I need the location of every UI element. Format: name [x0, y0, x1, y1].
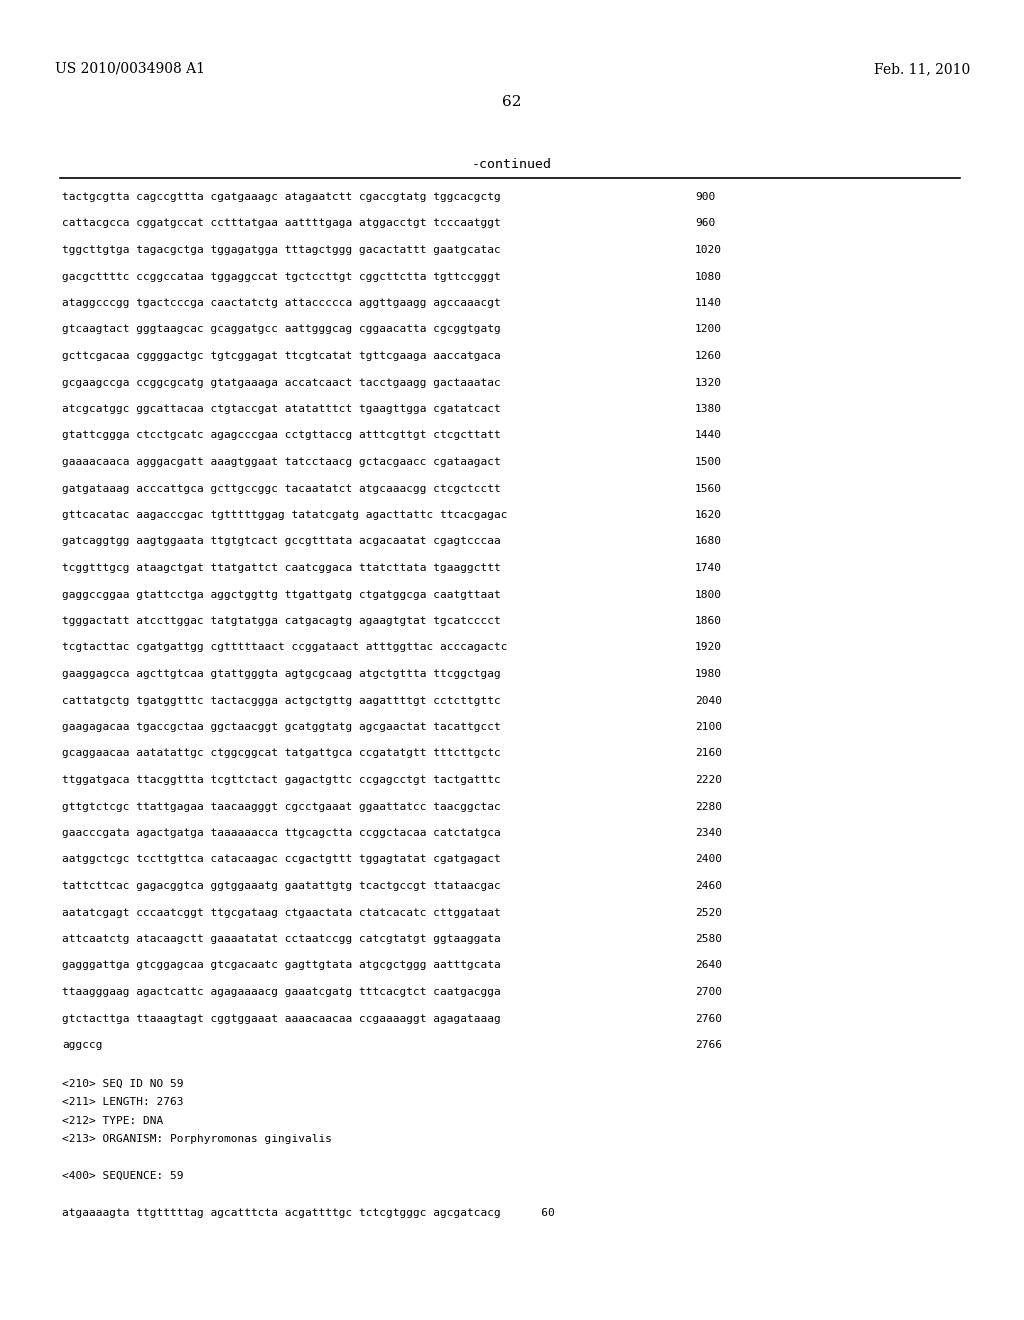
Text: -continued: -continued — [472, 158, 552, 172]
Text: 2400: 2400 — [695, 854, 722, 865]
Text: tcggtttgcg ataagctgat ttatgattct caatcggaca ttatcttata tgaaggcttt: tcggtttgcg ataagctgat ttatgattct caatcgg… — [62, 564, 501, 573]
Text: gaaggagcca agcttgtcaa gtattgggta agtgcgcaag atgctgttta ttcggctgag: gaaggagcca agcttgtcaa gtattgggta agtgcgc… — [62, 669, 501, 678]
Text: US 2010/0034908 A1: US 2010/0034908 A1 — [55, 62, 205, 77]
Text: <400> SEQUENCE: 59: <400> SEQUENCE: 59 — [62, 1171, 183, 1181]
Text: aatatcgagt cccaatcggt ttgcgataag ctgaactata ctatcacatc cttggataat: aatatcgagt cccaatcggt ttgcgataag ctgaact… — [62, 908, 501, 917]
Text: gagggattga gtcggagcaa gtcgacaatc gagttgtata atgcgctggg aatttgcata: gagggattga gtcggagcaa gtcgacaatc gagttgt… — [62, 961, 501, 970]
Text: aatggctcgc tccttgttca catacaagac ccgactgttt tggagtatat cgatgagact: aatggctcgc tccttgttca catacaagac ccgactg… — [62, 854, 501, 865]
Text: tactgcgtta cagccgttta cgatgaaagc atagaatctt cgaccgtatg tggcacgctg: tactgcgtta cagccgttta cgatgaaagc atagaat… — [62, 191, 501, 202]
Text: <213> ORGANISM: Porphyromonas gingivalis: <213> ORGANISM: Porphyromonas gingivalis — [62, 1134, 332, 1144]
Text: 1560: 1560 — [695, 483, 722, 494]
Text: 2760: 2760 — [695, 1014, 722, 1023]
Text: ttaagggaag agactcattc agagaaaacg gaaatcgatg tttcacgtct caatgacgga: ttaagggaag agactcattc agagaaaacg gaaatcg… — [62, 987, 501, 997]
Text: aggccg: aggccg — [62, 1040, 102, 1049]
Text: <212> TYPE: DNA: <212> TYPE: DNA — [62, 1115, 163, 1126]
Text: 1500: 1500 — [695, 457, 722, 467]
Text: 1980: 1980 — [695, 669, 722, 678]
Text: gcgaagccga ccggcgcatg gtatgaaaga accatcaact tacctgaagg gactaaatac: gcgaagccga ccggcgcatg gtatgaaaga accatca… — [62, 378, 501, 388]
Text: tattcttcac gagacggtca ggtggaaatg gaatattgtg tcactgccgt ttataacgac: tattcttcac gagacggtca ggtggaaatg gaatatt… — [62, 880, 501, 891]
Text: 1020: 1020 — [695, 246, 722, 255]
Text: 1260: 1260 — [695, 351, 722, 360]
Text: 1620: 1620 — [695, 510, 722, 520]
Text: <211> LENGTH: 2763: <211> LENGTH: 2763 — [62, 1097, 183, 1107]
Text: gttcacatac aagacccgac tgtttttggag tatatcgatg agacttattc ttcacgagac: gttcacatac aagacccgac tgtttttggag tatatc… — [62, 510, 508, 520]
Text: gatcaggtgg aagtggaata ttgtgtcact gccgtttata acgacaatat cgagtcccaa: gatcaggtgg aagtggaata ttgtgtcact gccgttt… — [62, 536, 501, 546]
Text: 1740: 1740 — [695, 564, 722, 573]
Text: 1440: 1440 — [695, 430, 722, 441]
Text: 1140: 1140 — [695, 298, 722, 308]
Text: attcaatctg atacaagctt gaaaatatat cctaatccgg catcgtatgt ggtaaggata: attcaatctg atacaagctt gaaaatatat cctaatc… — [62, 935, 501, 944]
Text: cattatgctg tgatggtttc tactacggga actgctgttg aagattttgt cctcttgttc: cattatgctg tgatggtttc tactacggga actgctg… — [62, 696, 501, 705]
Text: 1680: 1680 — [695, 536, 722, 546]
Text: 2640: 2640 — [695, 961, 722, 970]
Text: 2766: 2766 — [695, 1040, 722, 1049]
Text: gatgataaag acccattgca gcttgccggc tacaatatct atgcaaacgg ctcgctcctt: gatgataaag acccattgca gcttgccggc tacaata… — [62, 483, 501, 494]
Text: 2700: 2700 — [695, 987, 722, 997]
Text: gttgtctcgc ttattgagaa taacaagggt cgcctgaaat ggaattatcc taacggctac: gttgtctcgc ttattgagaa taacaagggt cgcctga… — [62, 801, 501, 812]
Text: atcgcatggc ggcattacaa ctgtaccgat atatatttct tgaagttgga cgatatcact: atcgcatggc ggcattacaa ctgtaccgat atatatt… — [62, 404, 501, 414]
Text: gtctacttga ttaaagtagt cggtggaaat aaaacaacaa ccgaaaaggt agagataaag: gtctacttga ttaaagtagt cggtggaaat aaaacaa… — [62, 1014, 501, 1023]
Text: cattacgcca cggatgccat cctttatgaa aattttgaga atggacctgt tcccaatggt: cattacgcca cggatgccat cctttatgaa aattttg… — [62, 219, 501, 228]
Text: 1080: 1080 — [695, 272, 722, 281]
Text: 1200: 1200 — [695, 325, 722, 334]
Text: gcttcgacaa cggggactgc tgtcggagat ttcgtcatat tgttcgaaga aaccatgaca: gcttcgacaa cggggactgc tgtcggagat ttcgtca… — [62, 351, 501, 360]
Text: 900: 900 — [695, 191, 715, 202]
Text: 2040: 2040 — [695, 696, 722, 705]
Text: 2280: 2280 — [695, 801, 722, 812]
Text: gcaggaacaa aatatattgc ctggcggcat tatgattgca ccgatatgtt tttcttgctc: gcaggaacaa aatatattgc ctggcggcat tatgatt… — [62, 748, 501, 759]
Text: 2460: 2460 — [695, 880, 722, 891]
Text: gaggccggaa gtattcctga aggctggttg ttgattgatg ctgatggcga caatgttaat: gaggccggaa gtattcctga aggctggttg ttgattg… — [62, 590, 501, 599]
Text: 2520: 2520 — [695, 908, 722, 917]
Text: 1860: 1860 — [695, 616, 722, 626]
Text: 1800: 1800 — [695, 590, 722, 599]
Text: ttggatgaca ttacggttta tcgttctact gagactgttc ccgagcctgt tactgatttc: ttggatgaca ttacggttta tcgttctact gagactg… — [62, 775, 501, 785]
Text: 62: 62 — [502, 95, 522, 110]
Text: 960: 960 — [695, 219, 715, 228]
Text: gtattcggga ctcctgcatc agagcccgaa cctgttaccg atttcgttgt ctcgcttatt: gtattcggga ctcctgcatc agagcccgaa cctgtta… — [62, 430, 501, 441]
Text: gacgcttttc ccggccataa tggaggccat tgctccttgt cggcttctta tgttccgggt: gacgcttttc ccggccataa tggaggccat tgctcct… — [62, 272, 501, 281]
Text: 2340: 2340 — [695, 828, 722, 838]
Text: gaaaacaaca agggacgatt aaagtggaat tatcctaacg gctacgaacc cgataagact: gaaaacaaca agggacgatt aaagtggaat tatccta… — [62, 457, 501, 467]
Text: tgggactatt atccttggac tatgtatgga catgacagtg agaagtgtat tgcatcccct: tgggactatt atccttggac tatgtatgga catgaca… — [62, 616, 501, 626]
Text: ataggcccgg tgactcccga caactatctg attaccccca aggttgaagg agccaaacgt: ataggcccgg tgactcccga caactatctg attaccc… — [62, 298, 501, 308]
Text: gtcaagtact gggtaagcac gcaggatgcc aattgggcag cggaacatta cgcggtgatg: gtcaagtact gggtaagcac gcaggatgcc aattggg… — [62, 325, 501, 334]
Text: gaagagacaa tgaccgctaa ggctaacggt gcatggtatg agcgaactat tacattgcct: gaagagacaa tgaccgctaa ggctaacggt gcatggt… — [62, 722, 501, 733]
Text: tcgtacttac cgatgattgg cgtttttaact ccggataact atttggttac acccagactc: tcgtacttac cgatgattgg cgtttttaact ccggat… — [62, 643, 508, 652]
Text: <210> SEQ ID NO 59: <210> SEQ ID NO 59 — [62, 1078, 183, 1089]
Text: Feb. 11, 2010: Feb. 11, 2010 — [873, 62, 970, 77]
Text: tggcttgtga tagacgctga tggagatgga tttagctggg gacactattt gaatgcatac: tggcttgtga tagacgctga tggagatgga tttagct… — [62, 246, 501, 255]
Text: 2160: 2160 — [695, 748, 722, 759]
Text: 2580: 2580 — [695, 935, 722, 944]
Text: 1320: 1320 — [695, 378, 722, 388]
Text: gaacccgata agactgatga taaaaaacca ttgcagctta ccggctacaa catctatgca: gaacccgata agactgatga taaaaaacca ttgcagc… — [62, 828, 501, 838]
Text: 2220: 2220 — [695, 775, 722, 785]
Text: 2100: 2100 — [695, 722, 722, 733]
Text: 1920: 1920 — [695, 643, 722, 652]
Text: 1380: 1380 — [695, 404, 722, 414]
Text: atgaaaagta ttgtttttag agcatttcta acgattttgc tctcgtgggc agcgatcacg      60: atgaaaagta ttgtttttag agcatttcta acgattt… — [62, 1208, 555, 1218]
